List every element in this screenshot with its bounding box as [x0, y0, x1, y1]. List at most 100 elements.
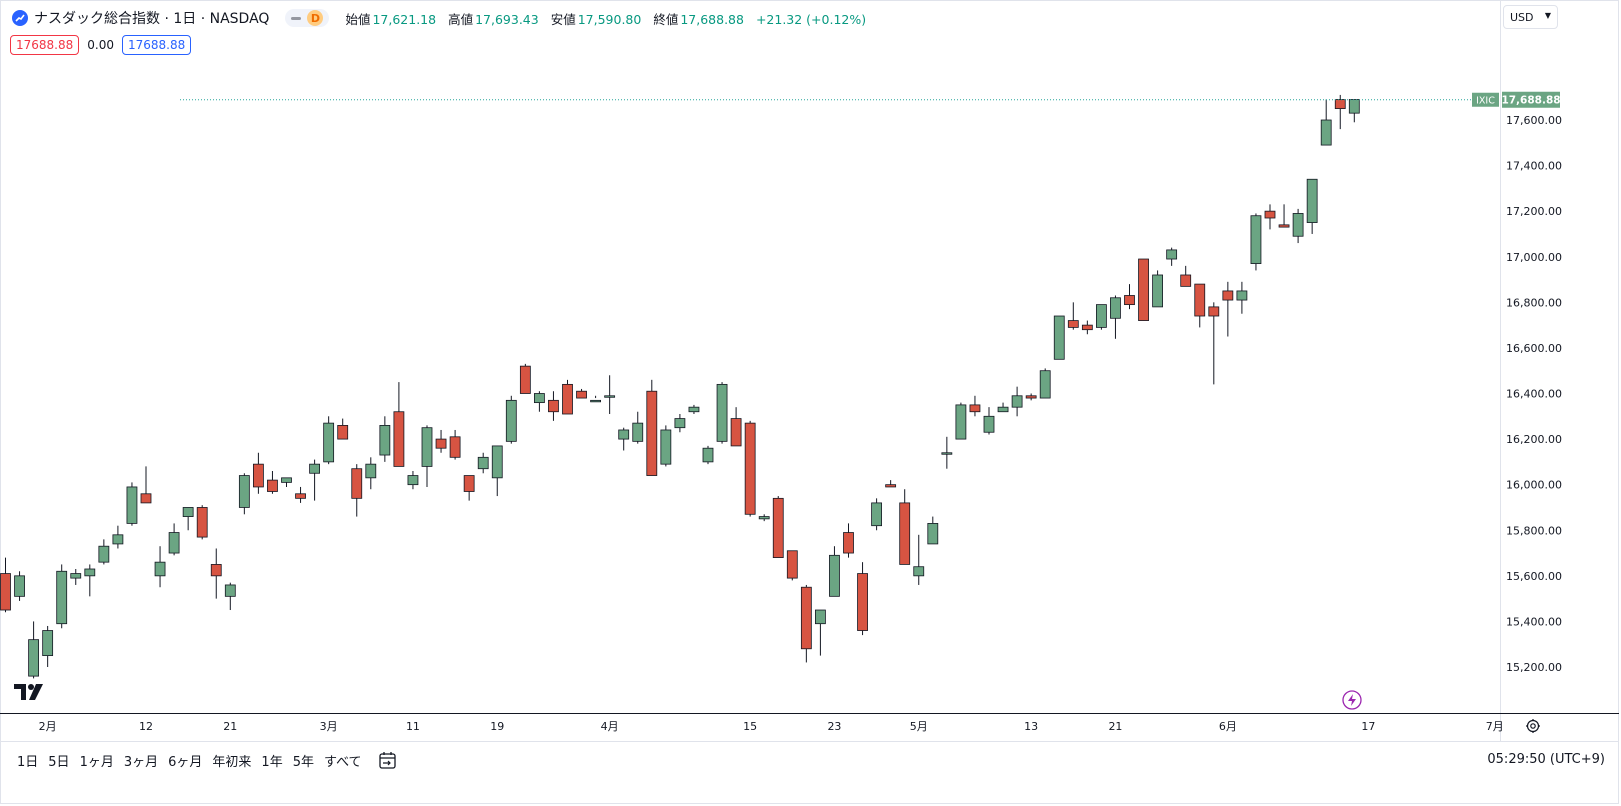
symbol-title[interactable]: ナスダック総合指数 · 1日 · NASDAQ: [34, 11, 270, 27]
candle[interactable]: [1222, 281, 1234, 337]
candle[interactable]: [955, 402, 967, 440]
candle[interactable]: [885, 480, 897, 488]
candle[interactable]: [295, 486, 306, 503]
candle[interactable]: [786, 550, 798, 581]
candle[interactable]: [730, 407, 742, 447]
candle[interactable]: [1194, 283, 1206, 328]
range-5d-button[interactable]: 5日: [48, 754, 70, 770]
candle[interactable]: [1124, 284, 1135, 310]
candle[interactable]: [309, 459, 321, 501]
candle[interactable]: [646, 379, 658, 476]
candle[interactable]: [505, 395, 517, 444]
candle[interactable]: [1081, 320, 1093, 335]
candle[interactable]: [84, 564, 96, 597]
candle[interactable]: [463, 475, 475, 501]
candle[interactable]: [224, 582, 236, 611]
candle[interactable]: [815, 609, 826, 656]
candle[interactable]: [983, 407, 995, 435]
candle[interactable]: [1250, 213, 1262, 271]
candle[interactable]: [238, 473, 250, 515]
candle[interactable]: [688, 404, 700, 415]
candle[interactable]: [281, 477, 292, 487]
candle[interactable]: [98, 539, 110, 565]
candle[interactable]: [267, 470, 278, 494]
candle[interactable]: [941, 436, 953, 469]
candle[interactable]: [210, 548, 222, 599]
candle[interactable]: [1067, 302, 1079, 330]
candle[interactable]: [323, 416, 335, 465]
clock-timezone[interactable]: 05:29:50 (UTC+9): [1487, 752, 1605, 767]
candle[interactable]: [674, 414, 686, 433]
candle[interactable]: [744, 420, 756, 517]
candle[interactable]: [379, 416, 391, 462]
candle[interactable]: [519, 363, 531, 394]
candle[interactable]: [1039, 368, 1051, 399]
candle[interactable]: [365, 457, 377, 490]
candle[interactable]: [758, 514, 770, 522]
candle[interactable]: [618, 427, 630, 451]
candle[interactable]: [969, 395, 981, 417]
range-all-button[interactable]: すべて: [323, 754, 362, 770]
range-3m-button[interactable]: 3ヶ月: [123, 754, 159, 770]
candle[interactable]: [477, 452, 489, 474]
candle[interactable]: [1180, 265, 1192, 287]
range-5y-button[interactable]: 5年: [292, 754, 314, 770]
sell-price-button[interactable]: 17688.88: [10, 35, 80, 55]
candle[interactable]: [252, 452, 264, 494]
candle[interactable]: [829, 546, 840, 597]
candle[interactable]: [1306, 178, 1318, 234]
candle[interactable]: [1152, 270, 1163, 308]
candle[interactable]: [435, 429, 447, 453]
candle[interactable]: [337, 418, 349, 440]
candle[interactable]: [590, 395, 601, 403]
lightning-icon[interactable]: [1342, 690, 1362, 710]
candle[interactable]: [1025, 393, 1037, 401]
candle[interactable]: [140, 466, 152, 504]
candle[interactable]: [660, 425, 672, 467]
candle[interactable]: [1334, 94, 1346, 130]
candle[interactable]: [112, 525, 124, 549]
candle[interactable]: [843, 523, 854, 558]
candle[interactable]: [1236, 281, 1248, 314]
range-6m-button[interactable]: 6ヶ月: [168, 754, 203, 770]
candle[interactable]: [604, 375, 616, 415]
candle[interactable]: [70, 568, 82, 585]
candle[interactable]: [407, 470, 419, 490]
candle[interactable]: [1166, 247, 1178, 266]
candle[interactable]: [1208, 302, 1220, 385]
candle[interactable]: [28, 621, 40, 679]
candle[interactable]: [393, 382, 405, 467]
candle[interactable]: [1138, 258, 1149, 321]
candle[interactable]: [1011, 386, 1023, 417]
tradingview-logo-icon[interactable]: [14, 684, 44, 705]
candle[interactable]: [351, 464, 363, 517]
range-1m-button[interactable]: 1ヶ月: [79, 754, 114, 770]
range-1y-button[interactable]: 1年: [261, 754, 283, 770]
candle[interactable]: [927, 516, 939, 545]
candle[interactable]: [548, 391, 559, 421]
candle[interactable]: [126, 482, 138, 526]
candle[interactable]: [14, 571, 25, 601]
candle[interactable]: [56, 564, 68, 629]
candle[interactable]: [800, 584, 812, 663]
candle[interactable]: [421, 425, 433, 487]
candle[interactable]: [1053, 315, 1065, 360]
candle[interactable]: [196, 505, 208, 540]
candle[interactable]: [997, 402, 1009, 413]
candle[interactable]: [702, 445, 714, 465]
buy-price-button[interactable]: 17688.88: [121, 35, 192, 55]
candle[interactable]: [857, 562, 868, 636]
range-1d-button[interactable]: 1日: [17, 754, 39, 770]
settings-gear-icon[interactable]: [1522, 715, 1544, 737]
candle[interactable]: [449, 429, 461, 460]
candle[interactable]: [716, 382, 728, 444]
candle[interactable]: [534, 391, 545, 412]
candle[interactable]: [1292, 208, 1304, 244]
candle[interactable]: [1348, 99, 1360, 123]
candle[interactable]: [0, 557, 11, 613]
candle[interactable]: [491, 445, 503, 497]
candle[interactable]: [562, 379, 573, 415]
candle[interactable]: [1096, 304, 1107, 330]
candle[interactable]: [154, 546, 166, 588]
